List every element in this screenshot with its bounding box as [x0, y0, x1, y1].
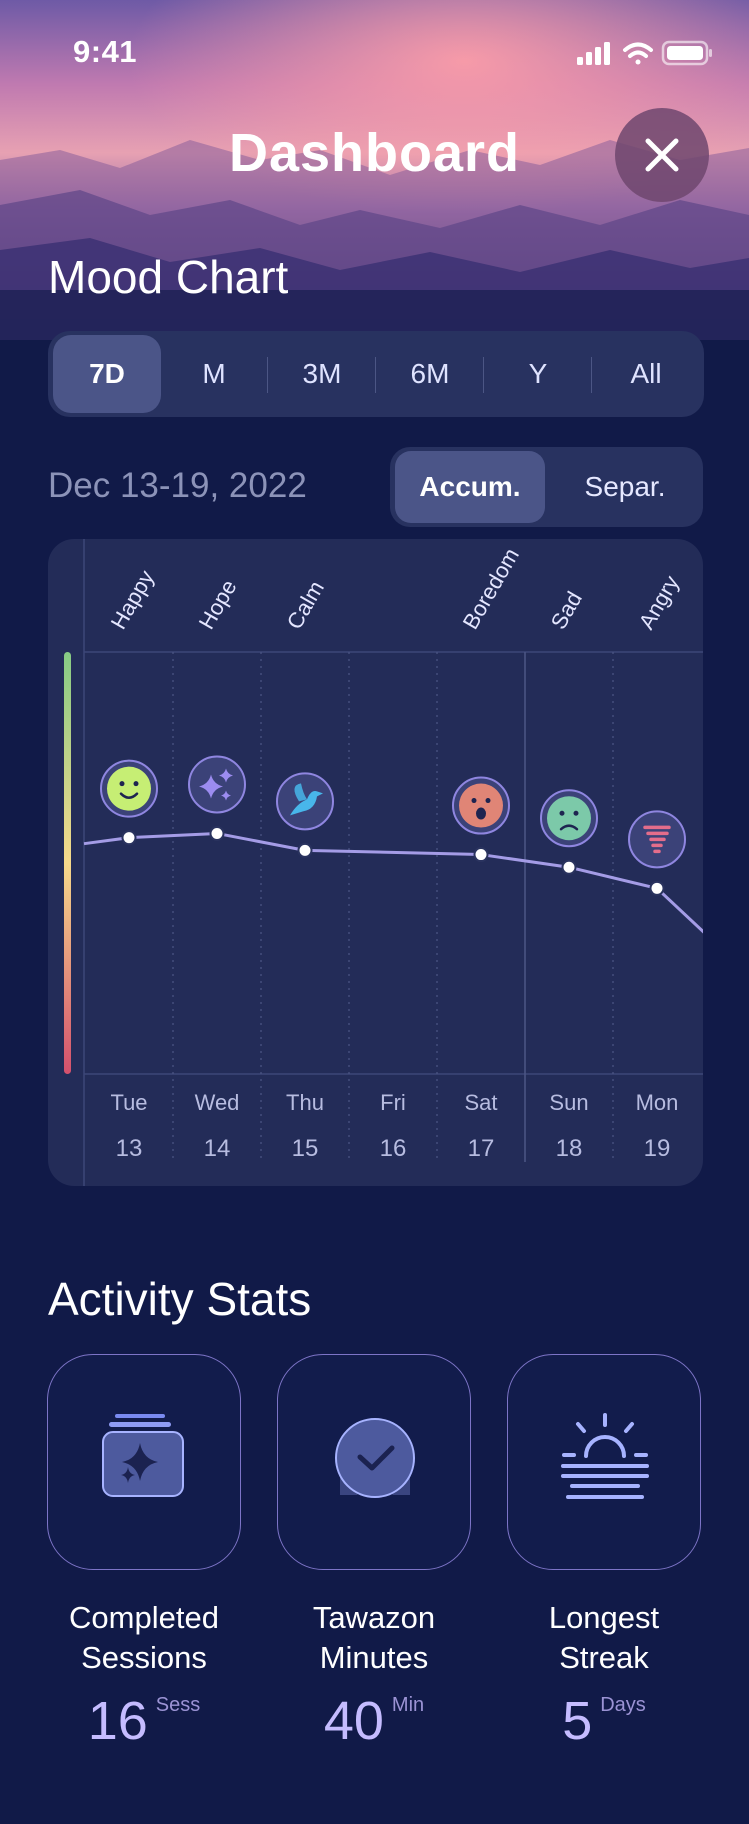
tawazon-minutes-label: Tawazon Minutes	[259, 1598, 489, 1678]
mood-label: Calm	[282, 577, 329, 634]
completed-sessions-value: 16 Sess	[29, 1690, 259, 1752]
mood-chart-heading: Mood Chart	[48, 251, 289, 303]
sunrise-icon	[561, 1413, 649, 1499]
date-range: Dec 13-19, 2022	[48, 466, 307, 505]
battery-icon	[661, 40, 712, 66]
smile-face-icon	[100, 759, 158, 818]
longest-streak-value: 5 Days	[489, 1690, 719, 1752]
range-6m[interactable]: 6M	[410, 358, 450, 389]
stat-number: 40	[323, 1691, 384, 1751]
view-separated[interactable]: Separ.	[584, 471, 666, 502]
range-divider	[591, 357, 592, 393]
tornado-icon	[628, 810, 686, 869]
stat-unit: Min	[391, 1694, 425, 1716]
cellular-signal-icon	[577, 42, 610, 65]
status-time: 9:41	[73, 34, 138, 69]
mood-label: Happy	[106, 566, 159, 634]
day-label: Sat	[464, 1090, 497, 1115]
stat-label-line: Streak	[559, 1640, 649, 1675]
stat-number: 16	[87, 1691, 148, 1751]
range-divider	[267, 357, 268, 393]
mood-label: Sad	[546, 587, 587, 633]
bird-icon	[276, 772, 334, 831]
stat-unit: Sess	[155, 1694, 201, 1716]
range-selector: 7D M 3M 6M Y All	[48, 331, 704, 417]
day-label: Thu	[286, 1090, 324, 1115]
date-label: 18	[556, 1135, 583, 1162]
mood-label: Boredom	[458, 544, 524, 634]
mood-chart-card: Happy Hope Calm Boredom Sad Angry Tue 13 Wed 14 Th…	[48, 539, 703, 1186]
mood-point	[209, 825, 225, 841]
range-7d[interactable]: 7D	[53, 335, 161, 413]
range-all[interactable]: All	[630, 358, 662, 389]
tawazon-minutes-value: 40 Min	[259, 1690, 489, 1752]
session-stack-icon	[102, 1414, 184, 1497]
range-3m[interactable]: 3M	[302, 358, 342, 389]
mood-line	[83, 831, 703, 934]
clock-check-icon	[335, 1418, 415, 1498]
stat-unit: Days	[600, 1694, 646, 1716]
stat-label-line: Minutes	[319, 1640, 429, 1675]
date-label: 14	[204, 1135, 231, 1162]
date-label: 15	[292, 1135, 319, 1162]
sparkles-icon	[188, 755, 246, 814]
page-title: Dashboard	[228, 123, 521, 183]
status-bar: 9:41	[0, 0, 749, 110]
longest-streak-card[interactable]	[507, 1354, 701, 1570]
frown-face-icon	[540, 789, 598, 848]
stat-label-line: Completed	[69, 1600, 219, 1635]
mood-point	[649, 880, 665, 896]
mood-point	[297, 842, 313, 858]
mood-point	[561, 859, 577, 875]
activity-heading: Activity Stats	[48, 1273, 312, 1325]
stat-label-line: Longest	[548, 1600, 660, 1635]
mood-label: Hope	[194, 575, 242, 633]
date-label: 13	[116, 1135, 143, 1162]
status-icons	[575, 38, 735, 73]
completed-sessions-label: Completed Sessions	[29, 1598, 259, 1678]
day-label: Mon	[636, 1090, 679, 1115]
range-divider	[375, 357, 376, 393]
stat-label-line: Sessions	[81, 1640, 207, 1675]
day-label: Sun	[549, 1090, 588, 1115]
longest-streak-label: Longest Streak	[489, 1598, 719, 1678]
mood-point	[473, 847, 489, 863]
day-label: Fri	[380, 1090, 406, 1115]
mood-point	[121, 830, 137, 846]
stat-number: 5	[562, 1691, 593, 1751]
date-label: 17	[468, 1135, 495, 1162]
date-label: 19	[644, 1135, 671, 1162]
view-accumulated[interactable]: Accum.	[395, 451, 545, 523]
wifi-icon	[623, 42, 653, 65]
mood-label: Angry	[634, 571, 684, 633]
range-divider	[483, 357, 484, 393]
mood-scale-bar	[64, 652, 71, 1074]
day-label: Tue	[110, 1090, 147, 1115]
completed-sessions-card[interactable]	[47, 1354, 241, 1570]
range-year[interactable]: Y	[528, 358, 548, 389]
date-label: 16	[380, 1135, 407, 1162]
open-mouth-face-icon	[452, 776, 510, 835]
tawazon-minutes-card[interactable]	[277, 1354, 471, 1570]
close-icon	[645, 138, 679, 172]
stat-label-line: Tawazon	[312, 1600, 436, 1635]
view-toggle: Accum. Separ.	[390, 447, 703, 527]
mood-chart: Happy Hope Calm Boredom Sad Angry Tue 13 Wed 14 Th…	[64, 539, 703, 1186]
range-month[interactable]: M	[202, 358, 226, 389]
close-button[interactable]	[615, 108, 709, 202]
day-label: Wed	[195, 1090, 240, 1115]
